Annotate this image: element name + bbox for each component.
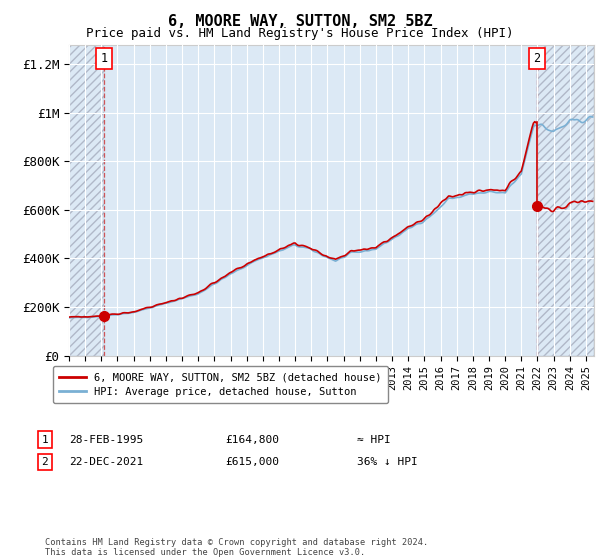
Text: 22-DEC-2021: 22-DEC-2021 [69,457,143,467]
Text: 36% ↓ HPI: 36% ↓ HPI [357,457,418,467]
Text: 2: 2 [533,52,541,66]
HPI: Average price, detached house, Sutton: (2e+03, 1.76e+05): Average price, detached house, Sutton: (… [127,310,134,316]
HPI: Average price, detached house, Sutton: (2.01e+03, 5.44e+05): Average price, detached house, Sutton: (… [417,220,424,227]
Bar [69,45,104,356]
HPI: Average price, detached house, Sutton: (2.02e+03, 6.12e+05): Average price, detached house, Sutton: (… [437,204,444,211]
HPI: Average price, detached house, Sutton: (2.03e+03, 9.85e+05): Average price, detached house, Sutton: (… [586,113,593,120]
Legend: 6, MOORE WAY, SUTTON, SM2 5BZ (detached house), HPI: Average price, detached hou: 6, MOORE WAY, SUTTON, SM2 5BZ (detached … [53,366,388,403]
Line: HPI: Average price, detached house, Sutton: HPI: Average price, detached house, Sutt… [69,116,593,318]
Text: 1: 1 [100,52,107,66]
Text: 6, MOORE WAY, SUTTON, SM2 5BZ: 6, MOORE WAY, SUTTON, SM2 5BZ [167,14,433,29]
HPI: Average price, detached house, Sutton: (2.02e+03, 6.53e+05): Average price, detached house, Sutton: (… [457,194,464,200]
Text: 1: 1 [41,435,49,445]
Text: £164,800: £164,800 [225,435,279,445]
Text: ≈ HPI: ≈ HPI [357,435,391,445]
HPI: Average price, detached house, Sutton: (2.02e+03, 6.65e+05): Average price, detached house, Sutton: (… [469,191,476,198]
HPI: Average price, detached house, Sutton: (2.03e+03, 9.83e+05): Average price, detached house, Sutton: (… [589,114,596,120]
Text: £615,000: £615,000 [225,457,279,467]
HPI: Average price, detached house, Sutton: (2.02e+03, 6.71e+05): Average price, detached house, Sutton: (… [496,189,503,196]
Bar [537,45,594,356]
Text: Contains HM Land Registry data © Crown copyright and database right 2024.
This d: Contains HM Land Registry data © Crown c… [45,538,428,557]
HPI: Average price, detached house, Sutton: (1.99e+03, 1.56e+05): Average price, detached house, Sutton: (… [65,315,73,321]
Text: 2: 2 [41,457,49,467]
Text: Price paid vs. HM Land Registry's House Price Index (HPI): Price paid vs. HM Land Registry's House … [86,27,514,40]
Text: 28-FEB-1995: 28-FEB-1995 [69,435,143,445]
